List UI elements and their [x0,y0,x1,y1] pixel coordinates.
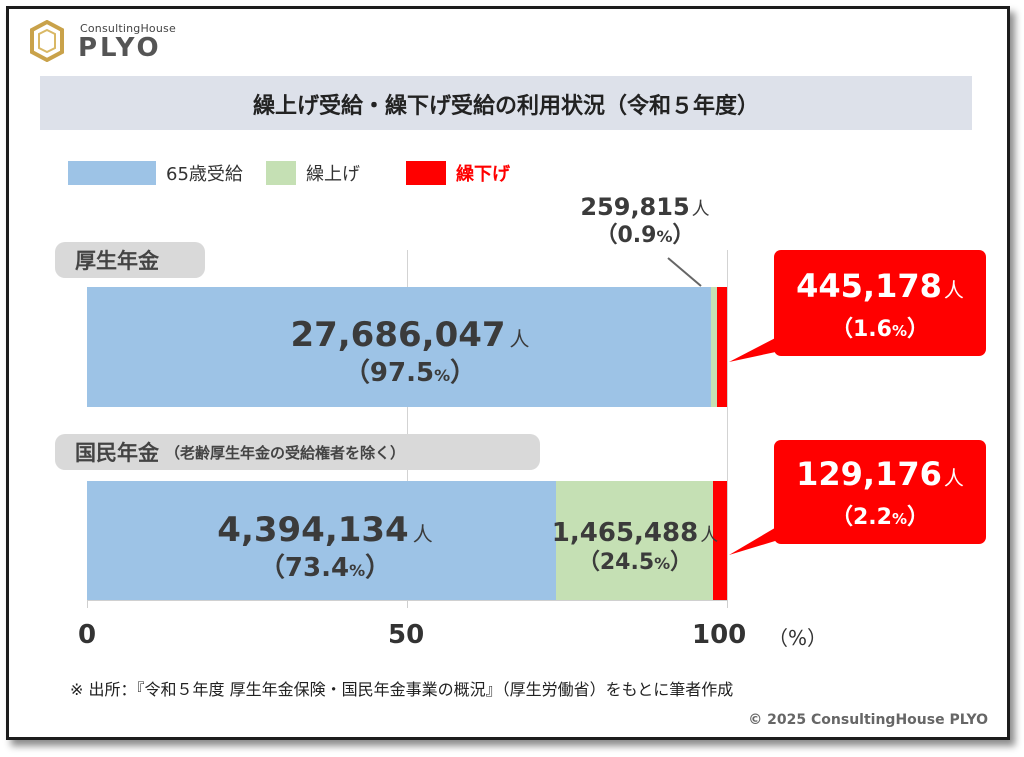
bar-kosei-65 [87,287,711,407]
callout-pointer-kokumin [729,522,785,555]
x-tick-mark-50 [407,600,408,608]
pct-open-kokumin-kurisage: （ [830,505,853,530]
callout-kosei-kurisage: 445,178 人 （1.6%） [774,250,986,356]
copyright-text: © 2025 ConsultingHouse PLYO [748,712,988,728]
pct-sign-kosei-kurisage: % [891,322,907,340]
data-label-kosei-kuriage: 259,815 人 （0.9%） [560,195,730,247]
legend-label-kurisage: 繰下げ [456,164,510,185]
pct-open-kosei-65: （ [343,358,370,388]
legend-item-kuriage: 繰上げ [266,160,360,186]
pct-close-kokumin-kuriage: ） [670,550,693,575]
gridline-100 [727,250,728,600]
count-kosei-65: 27,686,047 [290,315,506,355]
count-unit-kosei-kuriage: 人 [691,199,710,220]
data-label-kokumin-kuriage: 1,465,488 人 （24.5%） [550,520,720,574]
source-footnote: ※ 出所：『令和５年度 厚生年金保険・国民年金事業の概況』（厚生労働省）をもとに… [70,680,734,699]
category-label-kosei: 厚生年金 [75,249,159,273]
count-kokumin-65: 4,394,134 [217,510,409,550]
pct-kokumin-kurisage: 2.2 [852,505,892,530]
count-kosei-kurisage: 445,178 [796,267,942,305]
legend-item-kurisage: 繰下げ [406,160,510,186]
category-pill-kosei: 厚生年金 [55,242,205,278]
pct-sign-kokumin-kurisage: % [891,510,907,528]
logo-small-text: ConsultingHouse [80,22,176,35]
pct-kosei-65: 97.5 [369,358,435,388]
title-bar: 繰上げ受給・繰下げ受給の利用状況（令和５年度） [40,76,972,130]
logo-wordmark: PLYO [78,33,162,63]
pct-open-kokumin-kuriage: （ [577,550,600,575]
legend-swatch-kuriage [266,161,296,185]
pct-close-kokumin-65: ） [365,553,392,583]
x-tick-mark-0 [87,600,88,608]
count-kosei-kuriage: 259,815 [580,193,690,221]
callout-kokumin-kurisage: 129,176 人 （2.2%） [774,440,986,544]
data-label-kokumin-65: 4,394,134 人 （73.4%） [200,513,450,581]
logo-mark-icon [30,20,64,62]
data-label-kosei-65: 27,686,047 人 （97.5%） [270,318,550,386]
pct-close-kosei-kurisage: ） [907,317,930,342]
x-tick-label-100: 100 [692,620,747,650]
pct-kokumin-kuriage: 24.5 [599,550,655,575]
count-kokumin-kurisage: 129,176 [796,455,942,493]
pct-sign-kokumin-kuriage: % [654,554,671,573]
count-unit-kosei-kurisage: 人 [943,278,964,302]
pct-kosei-kurisage: 1.6 [852,317,892,342]
pct-sign-kokumin-65: % [349,561,366,580]
pct-sign-kosei-kuriage: % [656,227,673,246]
category-pill-kokumin: 国民年金 （老齢厚生年金の受給権者を除く） [55,434,540,470]
legend-swatch-kurisage [406,161,446,185]
pct-close-kokumin-kurisage: ） [907,505,930,530]
pct-open-kosei-kuriage: （ [595,223,618,248]
pct-open-kosei-kurisage: （ [830,317,853,342]
pct-open-kokumin-65: （ [258,553,285,583]
legend-item-65: 65歳受給 [68,160,243,186]
bar-kokumin-kurisage [712,481,727,600]
chart-title: 繰上げ受給・繰下げ受給の利用状況（令和５年度） [252,94,759,119]
count-kokumin-kuriage: 1,465,488 [551,518,699,548]
callout-pointer-kosei [729,333,785,362]
pct-kokumin-65: 73.4 [284,553,350,583]
legend-swatch-65 [68,161,156,185]
pct-kosei-kuriage: 0.9 [617,223,657,248]
legend-label-kuriage: 繰上げ [306,164,360,185]
pct-close-kosei-65: ） [450,358,477,388]
pct-sign-kosei-65: % [434,366,451,385]
category-note-kokumin: （老齢厚生年金の受給権者を除く） [165,443,406,462]
x-tick-label-0: 0 [78,620,97,650]
leader-line-kosei-kuriage [667,257,702,287]
pct-close-kosei-kuriage: ） [672,223,695,248]
count-unit-kosei-65: 人 [509,327,530,351]
bar-kokumin-kuriage [556,481,713,600]
legend-label-65: 65歳受給 [166,164,243,185]
x-tick-label-50: 50 [388,620,425,650]
count-unit-kokumin-65: 人 [412,522,433,546]
gridline-50 [407,250,408,600]
bar-kosei-kuriage [711,287,717,407]
count-unit-kokumin-kuriage: 人 [700,525,719,546]
count-unit-kokumin-kurisage: 人 [943,466,964,490]
bar-kosei-kurisage [716,287,727,407]
x-tick-mark-100 [727,600,728,608]
bar-kokumin-65 [87,481,557,600]
category-label-kokumin: 国民年金 [75,441,159,465]
x-unit-label: （%） [768,626,828,650]
